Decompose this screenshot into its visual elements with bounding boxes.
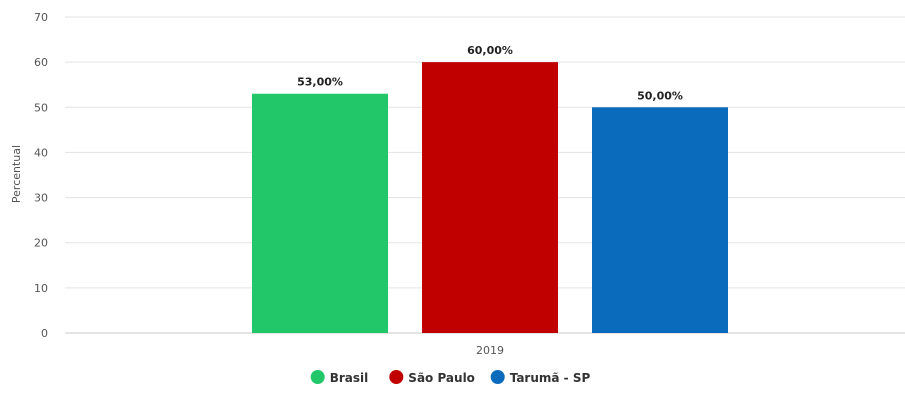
y-axis-ticks: 0 10 20 30 40 50 60 70	[34, 11, 48, 340]
legend-item[interactable]: São Paulo	[389, 370, 475, 385]
legend-label: Tarumã - SP	[510, 371, 591, 385]
data-label: 50,00%	[637, 89, 683, 102]
x-tick-label: 2019	[476, 344, 504, 357]
legend: Brasil São Paulo Tarumã - SP	[310, 370, 591, 385]
bars	[252, 62, 728, 334]
bar	[252, 93, 388, 333]
y-tick-label: 0	[41, 327, 48, 340]
data-label: 53,00%	[297, 76, 343, 89]
legend-marker	[389, 370, 404, 384]
legend-marker	[490, 370, 505, 384]
legend-item[interactable]: Brasil	[310, 370, 369, 385]
y-tick-label: 20	[34, 237, 48, 250]
bar	[422, 62, 558, 334]
y-tick-label: 70	[34, 11, 48, 24]
data-label: 60,00%	[467, 44, 513, 57]
y-tick-label: 30	[34, 192, 48, 205]
data-labels: 53,00% 60,00% 50,00%	[297, 44, 683, 102]
y-tick-label: 50	[34, 101, 48, 114]
y-tick-label: 60	[34, 56, 48, 69]
y-tick-label: 40	[34, 146, 48, 159]
y-axis-title: Percentual	[10, 145, 23, 203]
legend-label: São Paulo	[408, 371, 475, 385]
y-tick-label: 10	[34, 282, 48, 295]
bar	[592, 107, 728, 334]
legend-item[interactable]: Tarumã - SP	[490, 370, 591, 385]
legend-marker	[310, 370, 325, 384]
legend-label: Brasil	[330, 371, 369, 385]
